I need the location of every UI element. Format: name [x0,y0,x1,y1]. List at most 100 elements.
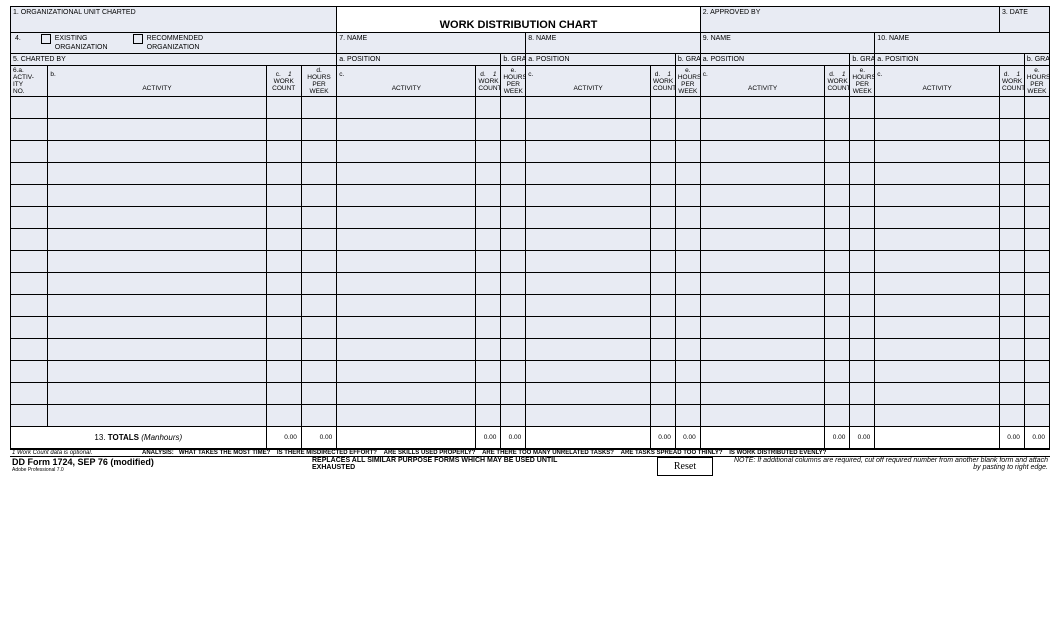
data-cell[interactable] [337,273,476,295]
data-cell[interactable] [1000,163,1025,185]
data-cell[interactable] [875,273,1000,295]
data-cell[interactable] [850,229,875,251]
data-cell[interactable] [700,383,825,405]
data-cell[interactable] [1000,339,1025,361]
data-cell[interactable] [526,97,651,119]
box-10-name[interactable]: 10. NAME [875,33,1050,54]
data-cell[interactable] [476,361,501,383]
data-cell[interactable] [266,273,301,295]
box-10a-position[interactable]: a. POSITION [875,54,1025,66]
data-cell[interactable] [11,383,48,405]
data-cell[interactable] [1000,317,1025,339]
data-cell[interactable] [650,207,675,229]
data-cell[interactable] [1000,119,1025,141]
data-cell[interactable] [1024,317,1049,339]
data-cell[interactable] [1024,405,1049,427]
data-cell[interactable] [11,229,48,251]
data-cell[interactable] [337,141,476,163]
data-cell[interactable] [337,295,476,317]
data-cell[interactable] [1024,97,1049,119]
data-cell[interactable] [875,295,1000,317]
data-cell[interactable] [501,163,526,185]
box-8-name[interactable]: 8. NAME [526,33,701,54]
data-cell[interactable] [501,339,526,361]
data-cell[interactable] [1024,273,1049,295]
data-cell[interactable] [266,207,301,229]
data-cell[interactable] [825,383,850,405]
data-cell[interactable] [700,141,825,163]
box-8b-grade[interactable]: b. GRADE [675,54,700,66]
data-cell[interactable] [1000,185,1025,207]
data-cell[interactable] [1000,251,1025,273]
data-cell[interactable] [1024,163,1049,185]
data-cell[interactable] [1024,185,1049,207]
data-cell[interactable] [476,119,501,141]
data-cell[interactable] [675,317,700,339]
data-cell[interactable] [700,361,825,383]
data-cell[interactable] [301,339,336,361]
data-cell[interactable] [48,251,266,273]
data-cell[interactable] [1000,207,1025,229]
data-cell[interactable] [675,251,700,273]
data-cell[interactable] [675,207,700,229]
data-cell[interactable] [700,273,825,295]
data-cell[interactable] [1000,295,1025,317]
data-cell[interactable] [337,163,476,185]
reset-button[interactable]: Reset [657,457,713,476]
data-cell[interactable] [650,97,675,119]
data-cell[interactable] [526,207,651,229]
data-cell[interactable] [48,119,266,141]
data-cell[interactable] [850,141,875,163]
data-cell[interactable] [650,185,675,207]
data-cell[interactable] [1000,405,1025,427]
data-cell[interactable] [266,185,301,207]
data-cell[interactable] [501,317,526,339]
data-cell[interactable] [266,383,301,405]
data-cell[interactable] [48,229,266,251]
data-cell[interactable] [266,295,301,317]
data-cell[interactable] [526,141,651,163]
data-cell[interactable] [850,361,875,383]
data-cell[interactable] [337,317,476,339]
data-cell[interactable] [301,185,336,207]
data-cell[interactable] [675,141,700,163]
data-cell[interactable] [650,273,675,295]
box-7a-position[interactable]: a. POSITION [337,54,501,66]
data-cell[interactable] [337,339,476,361]
data-cell[interactable] [825,251,850,273]
data-cell[interactable] [1024,295,1049,317]
data-cell[interactable] [850,163,875,185]
data-cell[interactable] [675,383,700,405]
data-cell[interactable] [700,251,825,273]
data-cell[interactable] [526,119,651,141]
data-cell[interactable] [48,273,266,295]
data-cell[interactable] [526,295,651,317]
data-cell[interactable] [476,295,501,317]
data-cell[interactable] [337,251,476,273]
box-2-approved-by[interactable]: 2. APPROVED BY [700,7,999,33]
data-cell[interactable] [1000,97,1025,119]
data-cell[interactable] [675,163,700,185]
box-9a-position[interactable]: a. POSITION [700,54,850,66]
data-cell[interactable] [850,383,875,405]
data-cell[interactable] [501,141,526,163]
data-cell[interactable] [850,295,875,317]
data-cell[interactable] [875,251,1000,273]
data-cell[interactable] [875,163,1000,185]
data-cell[interactable] [850,317,875,339]
data-cell[interactable] [850,405,875,427]
data-cell[interactable] [501,361,526,383]
data-cell[interactable] [301,361,336,383]
data-cell[interactable] [875,185,1000,207]
data-cell[interactable] [266,163,301,185]
box-7b-grade[interactable]: b. GRADE [501,54,526,66]
data-cell[interactable] [476,163,501,185]
data-cell[interactable] [266,361,301,383]
data-cell[interactable] [266,251,301,273]
data-cell[interactable] [11,163,48,185]
data-cell[interactable] [875,383,1000,405]
data-cell[interactable] [1000,141,1025,163]
data-cell[interactable] [875,339,1000,361]
data-cell[interactable] [700,119,825,141]
data-cell[interactable] [675,361,700,383]
